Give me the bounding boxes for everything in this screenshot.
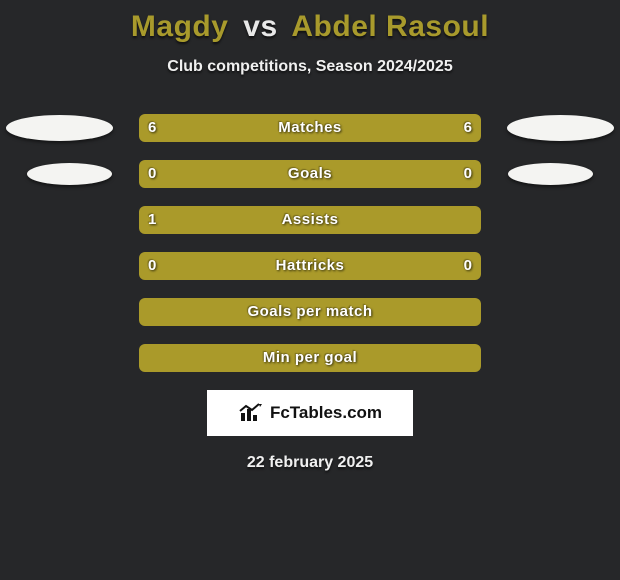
subtitle: Club competitions, Season 2024/2025 — [0, 58, 620, 76]
comparison-chart: 6 6 Matches 0 0 Goals 1 Assists 0 0 Hattricks Goals… — [0, 114, 620, 372]
comparison-title: Magdy vs Abdel Rasoul — [0, 0, 620, 44]
brand-badge: FcTables.com — [207, 390, 413, 436]
stat-left-value: 0 — [148, 252, 156, 280]
stat-left-value: 0 — [148, 160, 156, 188]
stat-label: Assists — [282, 206, 339, 234]
stat-label: Hattricks — [276, 252, 345, 280]
stat-left-value: 1 — [148, 206, 156, 234]
brand-text: FcTables.com — [270, 403, 382, 423]
stat-label: Goals per match — [247, 298, 372, 326]
rank-ellipse-right — [507, 115, 614, 141]
stat-right-value: 6 — [464, 114, 472, 142]
rank-ellipse-left — [27, 163, 112, 185]
stat-left-value: 6 — [148, 114, 156, 142]
chart-icon — [238, 403, 264, 423]
stat-label: Goals — [288, 160, 332, 188]
stat-row: Min per goal — [0, 344, 620, 372]
stat-right-value: 0 — [464, 160, 472, 188]
stat-row: 6 6 Matches — [0, 114, 620, 142]
stat-row: 1 Assists — [0, 206, 620, 234]
vs-separator: vs — [243, 10, 277, 43]
date: 22 february 2025 — [0, 454, 620, 472]
stat-row: 0 0 Goals — [0, 160, 620, 188]
rank-ellipse-right — [508, 163, 593, 185]
stat-label: Matches — [278, 114, 342, 142]
rank-ellipse-left — [6, 115, 113, 141]
player2-name: Abdel Rasoul — [291, 10, 489, 43]
stat-row: Goals per match — [0, 298, 620, 326]
stat-right-value: 0 — [464, 252, 472, 280]
player1-name: Magdy — [131, 10, 229, 43]
stat-label: Min per goal — [263, 344, 357, 372]
stat-row: 0 0 Hattricks — [0, 252, 620, 280]
